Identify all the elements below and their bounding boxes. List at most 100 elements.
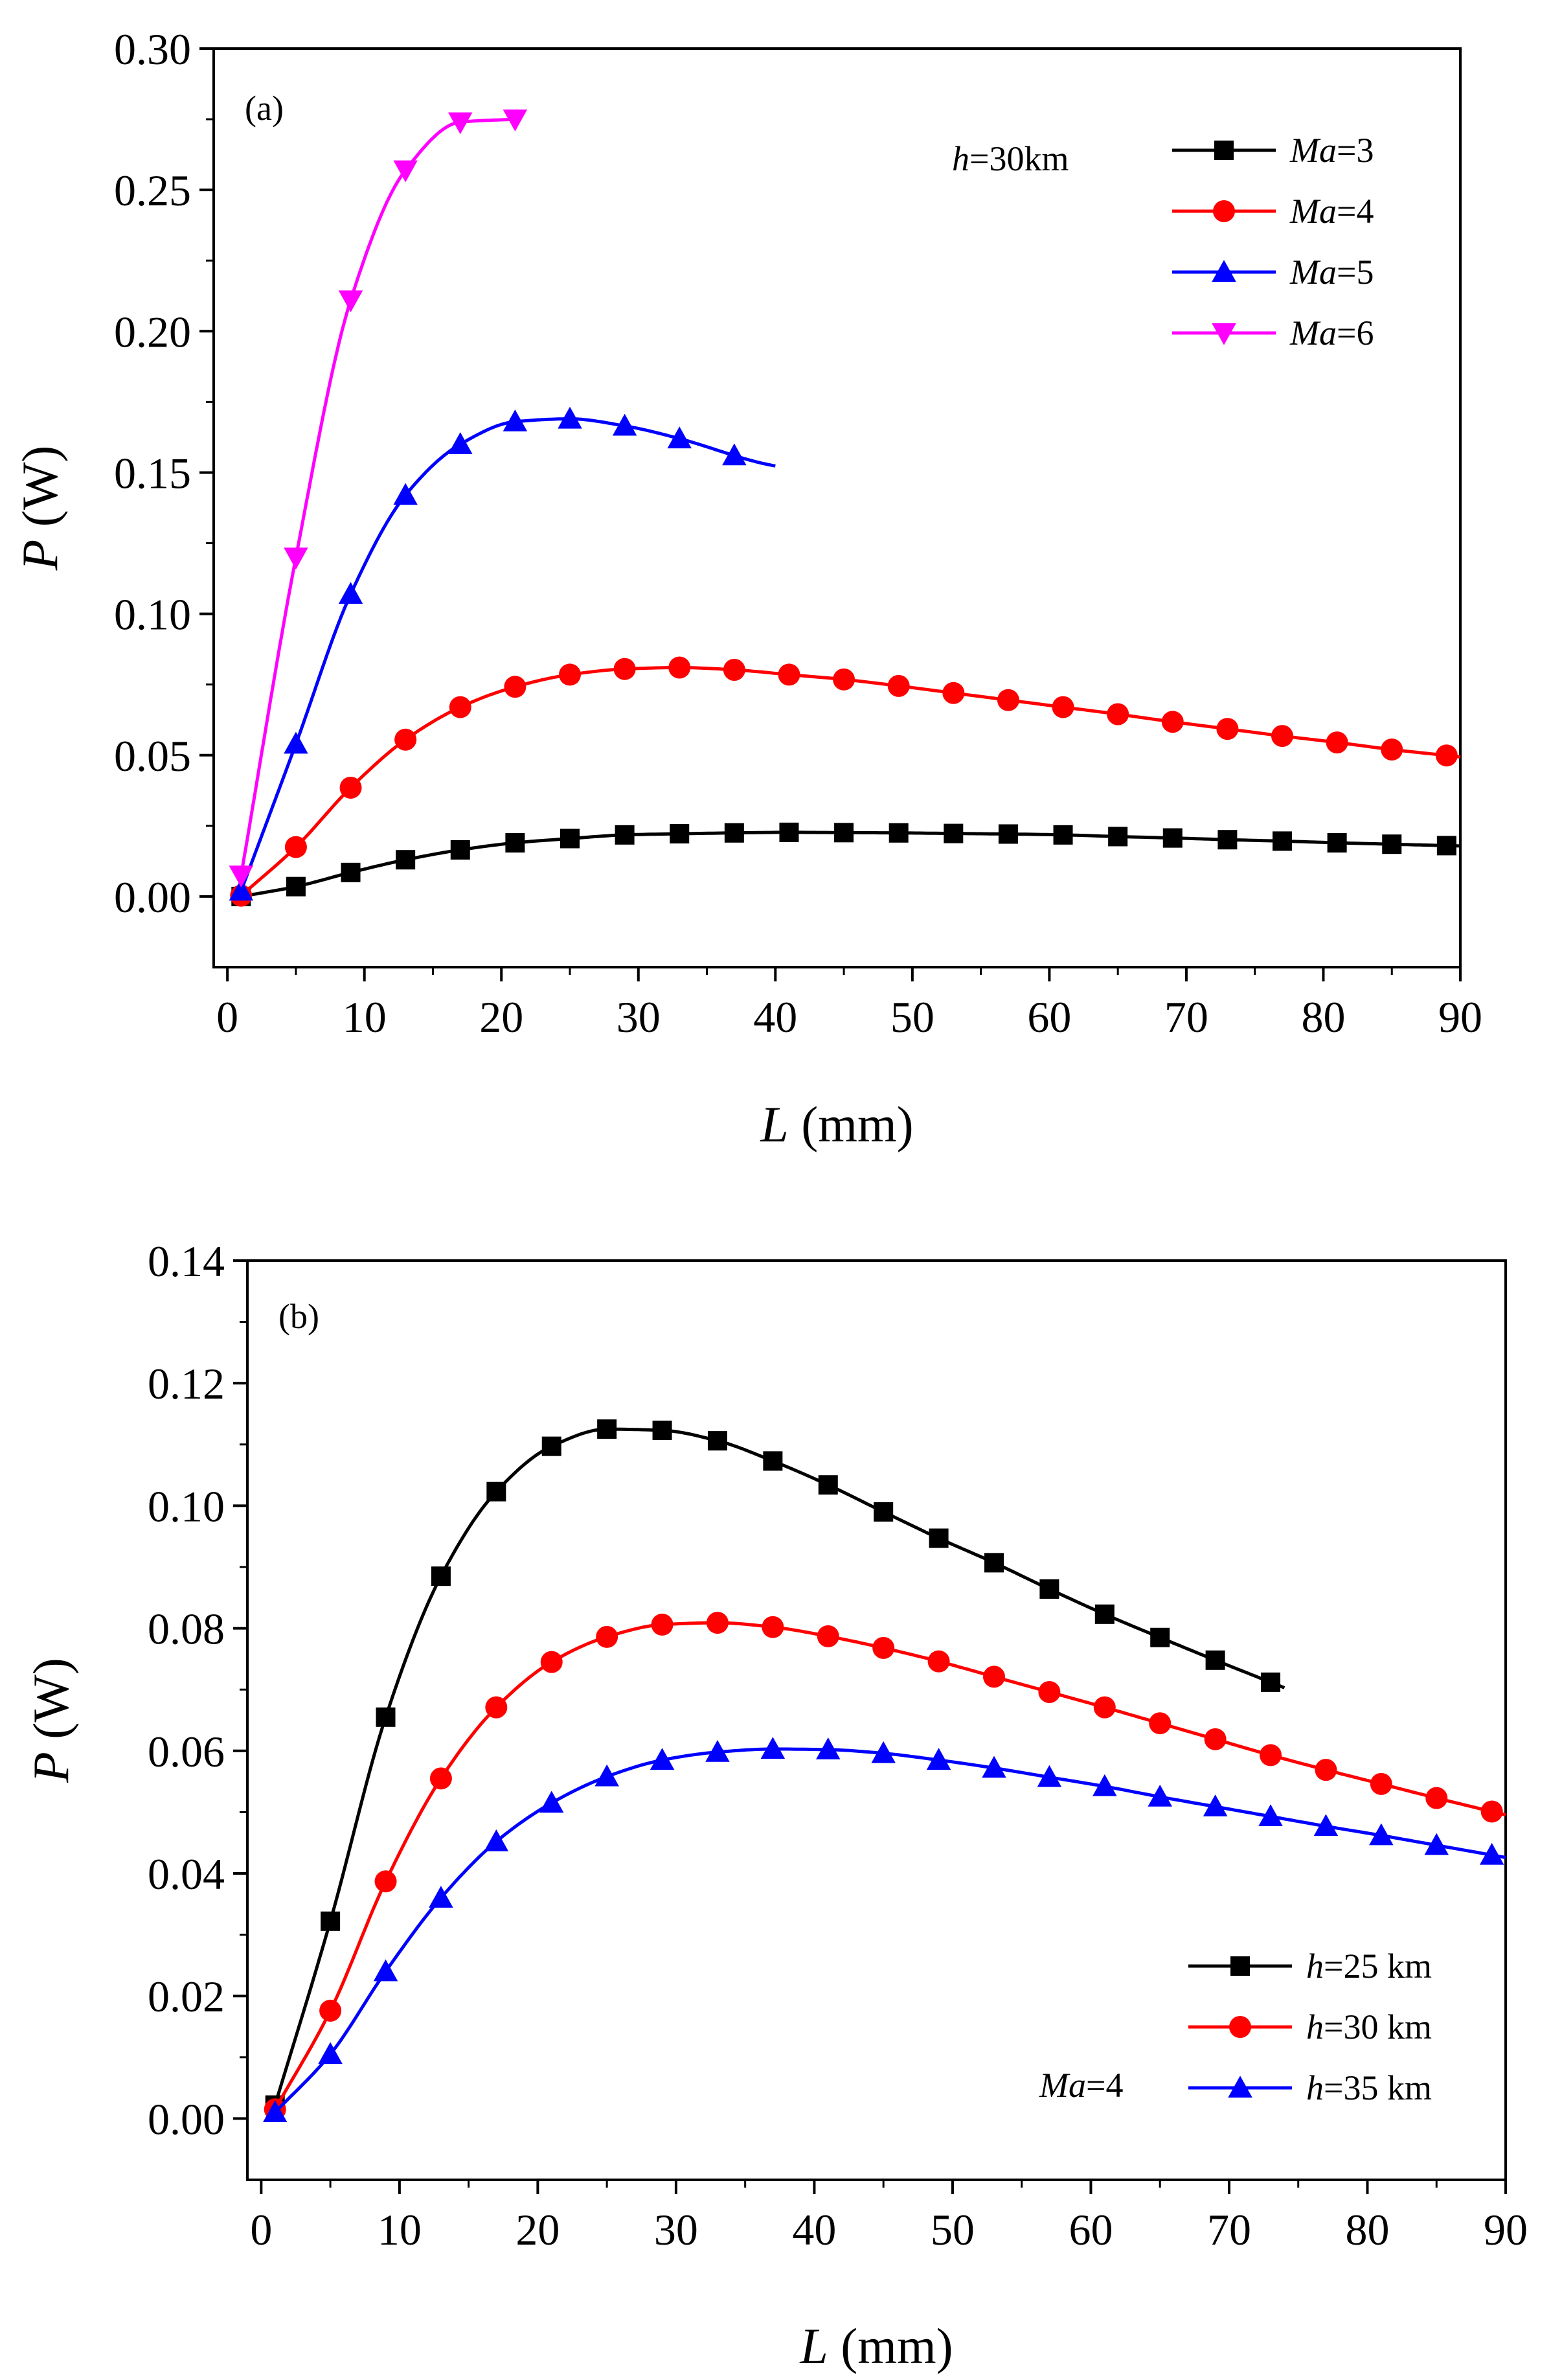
- x-tick-label: 60: [1027, 992, 1071, 1042]
- data-point: [998, 824, 1018, 844]
- data-point: [393, 160, 418, 183]
- x-tick-label: 20: [515, 2205, 560, 2254]
- x-axis: 0 10 20 30 40 50 60 70 80 90: [216, 967, 1482, 1042]
- data-point: [262, 2100, 288, 2122]
- data-point: [341, 862, 361, 882]
- data-point: [484, 1829, 509, 1851]
- series-h=30 km: [264, 1612, 1506, 2121]
- data-point: [1107, 703, 1129, 726]
- data-point: [318, 2042, 343, 2065]
- x-axis-title-rest: (mm): [828, 2318, 953, 2374]
- data-point: [926, 1748, 951, 1770]
- legend-label: Ma=3: [1289, 131, 1374, 170]
- legend-entry: h=25 km: [1188, 1947, 1432, 1985]
- x-axis-title-rest: (mm): [789, 1096, 914, 1152]
- data-point: [1327, 833, 1347, 853]
- data-point: [1326, 731, 1348, 754]
- data-point: [485, 1696, 508, 1719]
- data-point: [1162, 828, 1183, 848]
- legend-label-rest: =6: [1337, 314, 1374, 352]
- legend-label: Ma=5: [1289, 253, 1374, 292]
- x-tick-label: 90: [1484, 2205, 1528, 2254]
- series-line: [273, 1427, 1285, 2106]
- y-tick-label: 0.12: [148, 1359, 225, 1408]
- series-Ma=6: [229, 109, 528, 887]
- data-point: [540, 1651, 563, 1673]
- legend-label-rest: =3: [1337, 131, 1374, 170]
- legend-entry: Ma=5: [1172, 253, 1374, 292]
- data-point: [779, 822, 799, 842]
- panel-a: 0 10 20 30 40 50 60 70 80 900.000.050.100.150.200…: [12, 25, 1482, 1152]
- x-tick-label: 0: [250, 2205, 272, 2254]
- legend-label-var: Ma: [1289, 314, 1337, 352]
- x-tick-label: 20: [479, 992, 523, 1042]
- plot-frame: [246, 1259, 1507, 2181]
- y-tick-label: 0.06: [148, 1727, 225, 1776]
- x-tick-label: 70: [1164, 992, 1208, 1042]
- data-point: [338, 582, 363, 604]
- legend-label-rest: =25 km: [1324, 1947, 1432, 1985]
- annotation-rest: =4: [1086, 2066, 1123, 2105]
- data-point: [612, 413, 637, 436]
- legend-label: h=25 km: [1306, 1947, 1432, 1985]
- data-point: [889, 823, 909, 843]
- data-point: [503, 109, 528, 132]
- data-point: [1313, 1814, 1339, 1836]
- y-tick-label: 0.10: [114, 590, 191, 639]
- data-point: [1479, 1842, 1504, 1865]
- series-line: [239, 117, 515, 876]
- data-point: [762, 1616, 784, 1638]
- y-tick-label: 0.00: [114, 873, 191, 922]
- data-point: [707, 1431, 727, 1451]
- y-axis-title-var: P: [12, 540, 68, 571]
- x-tick-label: 80: [1301, 992, 1345, 1042]
- data-point: [559, 663, 581, 686]
- data-point: [650, 1748, 675, 1770]
- data-point: [1216, 718, 1239, 740]
- data-point: [374, 1870, 397, 1893]
- panel-label: (a): [245, 89, 284, 128]
- annotation-var: Ma: [1039, 2066, 1086, 2105]
- y-axis: 0.00 0.02 0.04 0.06 0.08 0.10 0.12 0.14: [148, 1237, 247, 2144]
- legend-entry: h=30 km: [1188, 2008, 1432, 2046]
- x-axis: 0 10 20 30 40 50 60 70 80 90: [250, 2180, 1528, 2254]
- data-point: [429, 1767, 452, 1790]
- y-tick-label: 0.05: [114, 731, 191, 781]
- data-point: [1382, 834, 1402, 854]
- data-point: [1315, 1759, 1337, 1781]
- y-tick-label: 0.25: [114, 166, 191, 215]
- data-point: [1150, 1627, 1170, 1647]
- data-point: [1039, 1579, 1059, 1599]
- data-point: [705, 1739, 730, 1762]
- x-tick-label: 10: [378, 2205, 422, 2254]
- data-point: [319, 1999, 342, 2022]
- y-tick-label: 0.02: [148, 1972, 225, 2021]
- data-point: [284, 731, 308, 754]
- data-point: [652, 1421, 672, 1441]
- data-point: [1424, 1833, 1449, 1855]
- data-point: [872, 1636, 895, 1659]
- y-tick-label: 0.14: [148, 1237, 225, 1286]
- y-tick-label: 0.15: [114, 448, 191, 498]
- data-point: [615, 825, 635, 845]
- legend-label-var: h: [1306, 1947, 1324, 1985]
- data-point: [817, 1625, 839, 1647]
- data-point: [651, 1613, 674, 1636]
- data-point: [373, 1959, 398, 1982]
- data-point: [1204, 1728, 1227, 1750]
- legend-label: Ma=4: [1289, 192, 1374, 231]
- data-point: [982, 1665, 1005, 1688]
- data-point: [449, 696, 471, 718]
- data-point: [596, 1625, 618, 1648]
- plot-area: [229, 109, 1461, 907]
- x-axis-title-var: L: [799, 2318, 828, 2374]
- data-point: [229, 878, 254, 901]
- data-point: [450, 840, 470, 860]
- data-point: [1205, 1650, 1225, 1670]
- data-point: [505, 833, 525, 853]
- x-tick-label: 40: [753, 992, 797, 1042]
- data-point: [706, 1612, 729, 1634]
- legend-marker: [1212, 260, 1236, 282]
- data-point: [1203, 1794, 1228, 1816]
- series-line: [240, 666, 1461, 897]
